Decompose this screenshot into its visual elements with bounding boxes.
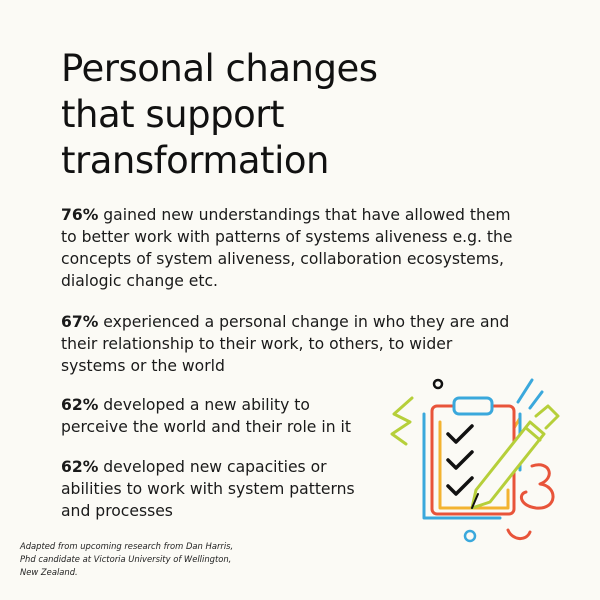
stat-text: experienced a personal change in who the…: [98, 313, 510, 331]
stat-percent: 76%: [61, 206, 99, 224]
stat-line: 67% experienced a personal change in who…: [61, 311, 509, 333]
check-icon: [446, 450, 474, 470]
clipboard-checklist-pencil-icon: [390, 378, 560, 543]
stat-line: perceive the world and their role in it: [61, 418, 351, 436]
stat-line: to better work with patterns of systems …: [61, 228, 513, 246]
stat-percent: 62%: [61, 396, 99, 414]
credit-line-3: New Zealand.: [20, 567, 78, 577]
stat-block-understandings: 76% gained new understandings that have …: [61, 204, 513, 292]
credit-line-1: Adapted from upcoming research from Dan …: [20, 541, 234, 551]
zigzag-icon: [390, 396, 414, 446]
swirl-tail-icon: [506, 528, 532, 540]
stat-line: dialogic change etc.: [61, 272, 219, 290]
check-icon: [446, 476, 474, 496]
title-line-2: that support: [61, 93, 284, 136]
ring-icon: [463, 529, 477, 543]
title-line-1: Personal changes: [61, 47, 378, 90]
stat-block-personal-change: 67% experienced a personal change in who…: [61, 311, 509, 377]
stat-line: 62% developed new capacities or: [61, 456, 355, 478]
dot-icon: [432, 378, 444, 390]
source-credit: Adapted from upcoming research from Dan …: [20, 540, 233, 579]
page-title: Personal changes that support transforma…: [61, 46, 481, 184]
stat-line: abilities to work with system patterns: [61, 480, 355, 498]
check-icon: [446, 424, 474, 444]
swirl-icon: [519, 463, 555, 510]
stat-percent: 67%: [61, 313, 99, 331]
title-line-3: transformation: [61, 139, 329, 182]
stat-block-perceive-world: 62% developed a new ability to perceive …: [61, 394, 351, 438]
stat-line: 76% gained new understandings that have …: [61, 204, 513, 226]
stat-text: gained new understandings that have allo…: [98, 206, 511, 224]
stat-line: concepts of system aliveness, collaborat…: [61, 250, 504, 268]
stat-line: and processes: [61, 502, 173, 520]
stat-text: developed a new ability to: [98, 396, 310, 414]
stat-block-new-capacities: 62% developed new capacities or abilitie…: [61, 456, 355, 522]
clipboard-clip: [452, 396, 494, 416]
stat-line: 62% developed a new ability to: [61, 394, 351, 416]
clipboard-outline-blue: [422, 412, 502, 520]
pencil-icon: [470, 404, 560, 510]
stat-percent: 62%: [61, 458, 99, 476]
spark-dashes-icon: [516, 378, 544, 410]
stat-line: their relationship to their work, to oth…: [61, 335, 453, 353]
credit-line-2: Phd candidate at Victoria University of …: [20, 554, 232, 564]
stat-text: developed new capacities or: [98, 458, 327, 476]
stat-line: systems or the world: [61, 357, 225, 375]
